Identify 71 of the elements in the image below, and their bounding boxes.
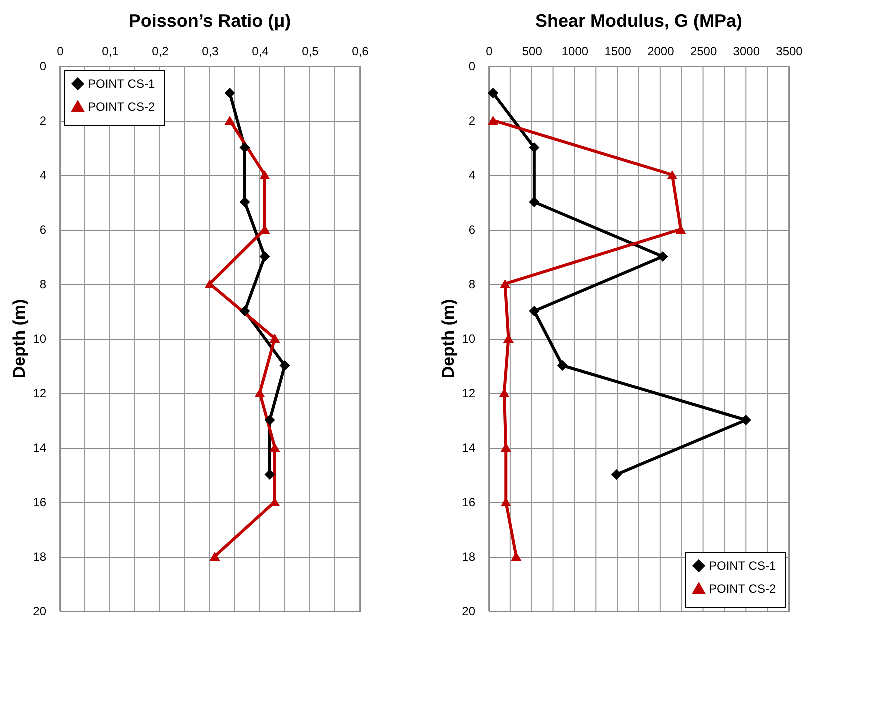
point — [264, 470, 276, 480]
y-tick-label: 14 — [462, 441, 476, 455]
y-tick-label: 14 — [33, 441, 47, 455]
x-tick-label: 0,3 — [202, 44, 220, 58]
x-tick-label: 500 — [522, 44, 543, 58]
chart-title: Shear Modulus, G (MPa) — [535, 11, 743, 31]
y-tick-label: 10 — [33, 332, 47, 346]
y-tick-label: 2 — [40, 114, 47, 128]
point — [270, 442, 280, 452]
y-tick-label: 0 — [468, 60, 476, 74]
point — [529, 306, 540, 316]
point — [511, 552, 522, 562]
point — [270, 334, 280, 344]
point — [210, 552, 220, 562]
y-tick-label: 0 — [40, 60, 47, 74]
x-tick-label: 0 — [486, 44, 494, 58]
legend-label: POINT CS-1 — [709, 559, 776, 573]
legend-label: POINT CS-2 — [88, 100, 156, 114]
x-tick-label: 1000 — [562, 44, 589, 58]
point — [280, 360, 290, 371]
x-tick-label: 2000 — [648, 44, 675, 58]
legend-label: POINT CS-2 — [709, 582, 776, 596]
point — [488, 88, 499, 98]
point — [488, 116, 499, 126]
point — [254, 388, 266, 398]
y-tick-label: 18 — [33, 550, 47, 564]
x-tick-label: 0,6 — [352, 44, 370, 58]
x-tick-label: 0,5 — [302, 44, 320, 58]
y-tick-label: 20 — [33, 604, 47, 618]
x-tick-label: 0,2 — [152, 44, 170, 58]
point — [240, 142, 250, 153]
y-tick-label: 8 — [468, 278, 476, 292]
point — [264, 415, 276, 426]
legend-label: POINT CS-1 — [88, 77, 156, 91]
x-tick-label: 0,4 — [252, 44, 270, 58]
point — [529, 142, 540, 153]
point — [658, 252, 668, 262]
y-tick-label: 4 — [40, 168, 47, 182]
point — [260, 170, 270, 180]
chart-title: Poisson’s Ratio (μ) — [128, 11, 292, 31]
y-tick-label: 18 — [462, 550, 476, 564]
y-tick-label: 6 — [468, 223, 476, 237]
point — [667, 170, 678, 180]
y-tick-label: 12 — [462, 386, 476, 400]
point — [611, 470, 622, 480]
y-tick-label: 10 — [462, 332, 476, 346]
y-tick-label: 8 — [40, 278, 47, 292]
x-tick-label: 3500 — [776, 44, 804, 58]
x-tick-label: 0 — [57, 44, 64, 58]
point — [529, 197, 540, 208]
y-tick-label: 6 — [40, 223, 47, 237]
point — [500, 279, 511, 289]
point — [557, 360, 568, 371]
y-tick-label: 4 — [468, 168, 476, 182]
x-tick-label: 2500 — [690, 44, 718, 58]
x-tick-label: 1500 — [604, 44, 632, 58]
point — [240, 197, 250, 208]
x-tick-label: 0,1 — [102, 44, 120, 58]
point — [260, 252, 270, 262]
y-tick-label: 16 — [462, 496, 476, 510]
x-tick-label: 3000 — [733, 44, 760, 58]
y-tick-label: 20 — [462, 604, 476, 618]
y-axis-title: Depth (m) — [10, 299, 30, 379]
y-tick-label: 16 — [33, 496, 47, 510]
point — [240, 306, 250, 316]
y-tick-label: 2 — [468, 114, 476, 128]
point — [224, 116, 236, 126]
point — [224, 88, 236, 98]
y-axis-title: Depth (m) — [439, 299, 458, 379]
y-tick-label: 12 — [33, 386, 47, 400]
point — [740, 415, 752, 426]
